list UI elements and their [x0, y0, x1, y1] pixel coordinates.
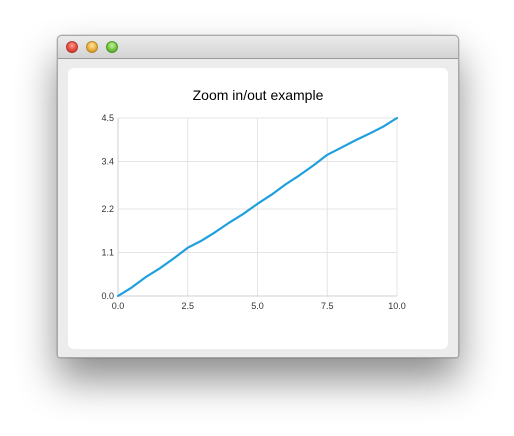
x-tick-label: 2.5 — [181, 301, 194, 311]
zoom-icon[interactable] — [106, 41, 118, 53]
x-tick-label: 7.5 — [321, 301, 334, 311]
chart-grid — [117, 117, 398, 297]
chart-ticks: 0.0 2.5 5.0 7.5 10.0 0.0 1.1 2.2 3.4 4.5 — [101, 113, 405, 311]
x-tick-label: 5.0 — [251, 301, 264, 311]
app-window: Zoom in/out example 0.0 2.5 5.0 7.5 10.0 0.0 1… — [57, 35, 459, 358]
x-tick-label: 0.0 — [112, 301, 125, 311]
window-content: Zoom in/out example 0.0 2.5 5.0 7.5 10.0 0.0 1… — [58, 59, 458, 357]
chart-view[interactable]: Zoom in/out example 0.0 2.5 5.0 7.5 10.0 0.0 1… — [68, 68, 448, 349]
y-tick-label: 1.1 — [101, 247, 114, 257]
x-tick-label: 10.0 — [388, 301, 406, 311]
close-icon[interactable] — [66, 41, 78, 53]
chart-series — [116, 116, 399, 298]
y-tick-label: 4.5 — [101, 113, 114, 123]
series-line — [116, 116, 399, 298]
line-chart[interactable]: Zoom in/out example 0.0 2.5 5.0 7.5 10.0 0.0 1… — [68, 68, 448, 349]
chart-title: Zoom in/out example — [193, 87, 324, 103]
y-tick-label: 3.4 — [101, 157, 114, 167]
minimize-icon[interactable] — [86, 41, 98, 53]
title-bar[interactable] — [58, 36, 458, 59]
y-tick-label: 2.2 — [101, 204, 114, 214]
y-tick-label: 0.0 — [101, 291, 114, 301]
